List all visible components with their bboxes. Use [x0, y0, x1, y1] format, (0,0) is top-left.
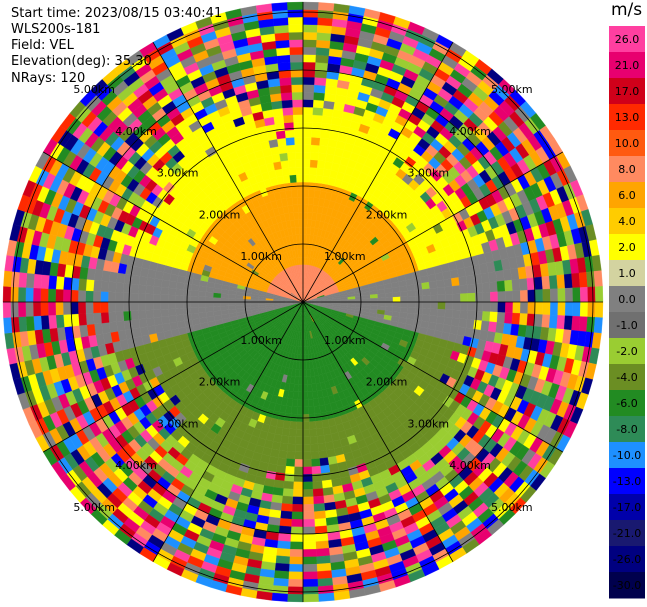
- colorbar-tick-label: -4.0: [616, 371, 637, 384]
- colorbar-tick-label: -10.0: [613, 449, 641, 462]
- colorbar-tick-label: 0.0: [618, 293, 636, 306]
- colorbar-tick-label: -26.0: [613, 553, 641, 566]
- colorbar-tick-label: 1.0: [618, 267, 636, 280]
- colorbar-tick-label: 10.0: [615, 137, 640, 150]
- colorbar-tick-label: -1.0: [616, 319, 637, 332]
- colorbar-tick-label: -2.0: [616, 345, 637, 358]
- colorbar-tick-label: 8.0: [618, 163, 636, 176]
- colorbar-tick-label: 26.0: [615, 33, 640, 46]
- colorbar-tick-label: -8.0: [616, 423, 637, 436]
- colorbar-tick-label: -13.0: [613, 475, 641, 488]
- colorbar-unit: m/s: [611, 0, 643, 20]
- colorbar-tick-label: 6.0: [618, 189, 636, 202]
- colorbar-tick-label: 13.0: [615, 111, 640, 124]
- colorbar-tick-label: -17.0: [613, 501, 641, 514]
- colorbar-tick-label: -30.0: [613, 579, 641, 592]
- colorbar-tick-label: 21.0: [615, 59, 640, 72]
- colorbar-tick-label: 2.0: [618, 241, 636, 254]
- colorbar-tick-label: -6.0: [616, 397, 637, 410]
- velocity-rays: [2, 1, 604, 603]
- colorbar-tick-label: 17.0: [615, 85, 640, 98]
- colorbar-tick-label: 4.0: [618, 215, 636, 228]
- colorbar-tick-label: -21.0: [613, 527, 641, 540]
